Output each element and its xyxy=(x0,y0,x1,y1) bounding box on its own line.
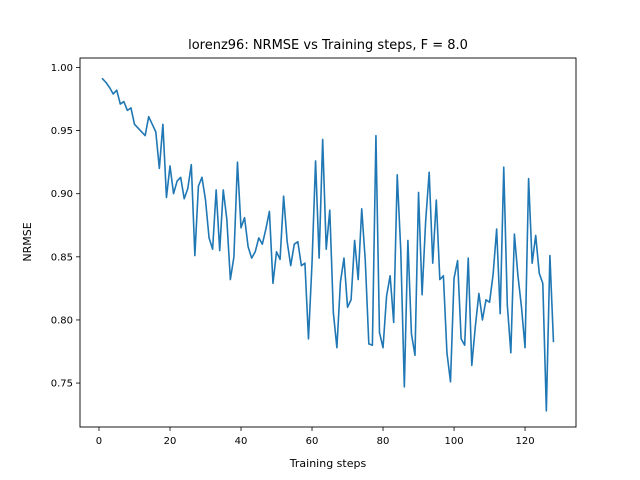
x-tick-label: 60 xyxy=(306,436,319,447)
y-tick-label: 0.80 xyxy=(51,315,73,326)
chart-title: lorenz96: NRMSE vs Training steps, F = 8… xyxy=(188,38,468,53)
x-tick-label: 0 xyxy=(96,436,102,447)
series-line xyxy=(101,77,555,412)
x-tick-label: 20 xyxy=(164,436,177,447)
x-tick-label: 80 xyxy=(377,436,390,447)
y-tick-label: 0.85 xyxy=(51,252,73,263)
y-tick-label: 1.00 xyxy=(51,63,73,74)
x-tick-label: 40 xyxy=(235,436,248,447)
x-tick-label: 120 xyxy=(516,436,535,447)
plot-frame xyxy=(79,57,577,428)
x-tick-label: 100 xyxy=(444,436,463,447)
x-axis-label: Training steps xyxy=(289,457,367,470)
y-tick-label: 0.95 xyxy=(51,126,73,137)
plot-area xyxy=(101,77,555,412)
y-axis-ticks: 0.75 0.80 0.85 0.90 0.95 1.00 xyxy=(51,63,80,390)
y-tick-label: 0.90 xyxy=(51,189,73,200)
y-axis-label: NRMSE xyxy=(21,222,34,261)
y-tick-label: 0.75 xyxy=(51,379,73,390)
x-axis-ticks: 0 20 40 60 80 100 120 xyxy=(96,427,535,447)
